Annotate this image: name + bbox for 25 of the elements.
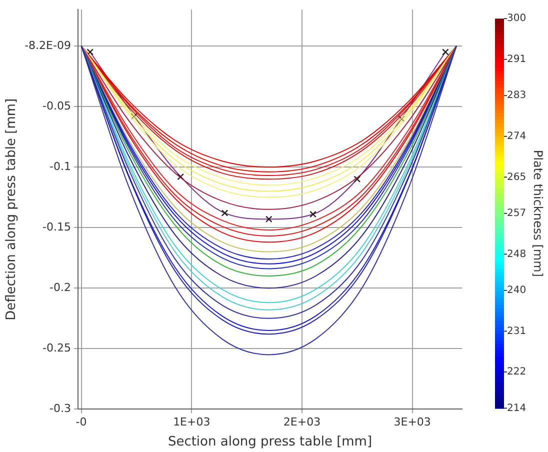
y-tick-label: -0.1 (50, 160, 71, 173)
color-bar-label: 265 (507, 172, 526, 183)
y-tick-label: -0.3 (50, 402, 71, 416)
color-bar-label: 248 (507, 248, 526, 260)
y-tick-label: -0.05 (42, 99, 71, 112)
color-bar-label: 274 (507, 130, 526, 142)
color-bar-title: Plate thickness [mm] (530, 150, 545, 277)
color-bar-label: 257 (507, 208, 526, 219)
color-bar-label: 300 (507, 13, 526, 24)
x-tick-label: 1E+03 (173, 416, 210, 429)
color-bar-label: 283 (507, 90, 526, 102)
color-bar-label: 222 (507, 366, 526, 378)
y-tick-label: -0.15 (42, 220, 71, 234)
y-tick-label: -8.2E-09 (24, 38, 71, 52)
color-bar-label: 231 (507, 326, 526, 337)
color-bar-label: 240 (507, 285, 526, 296)
color-bar-label: 214 (507, 402, 526, 414)
x-tick-label: 2E+03 (283, 416, 321, 429)
x-tick-label: 3E+03 (394, 416, 431, 429)
y-tick-label: -0.2 (50, 280, 71, 294)
x-axis-title: Section along press table [mm] (168, 434, 372, 450)
color-bar-label: 291 (507, 54, 526, 65)
x-tick-label: -0 (76, 416, 87, 429)
y-tick-label: -0.25 (42, 342, 71, 355)
y-axis-title: Deflection along press table [mm] (4, 98, 20, 320)
